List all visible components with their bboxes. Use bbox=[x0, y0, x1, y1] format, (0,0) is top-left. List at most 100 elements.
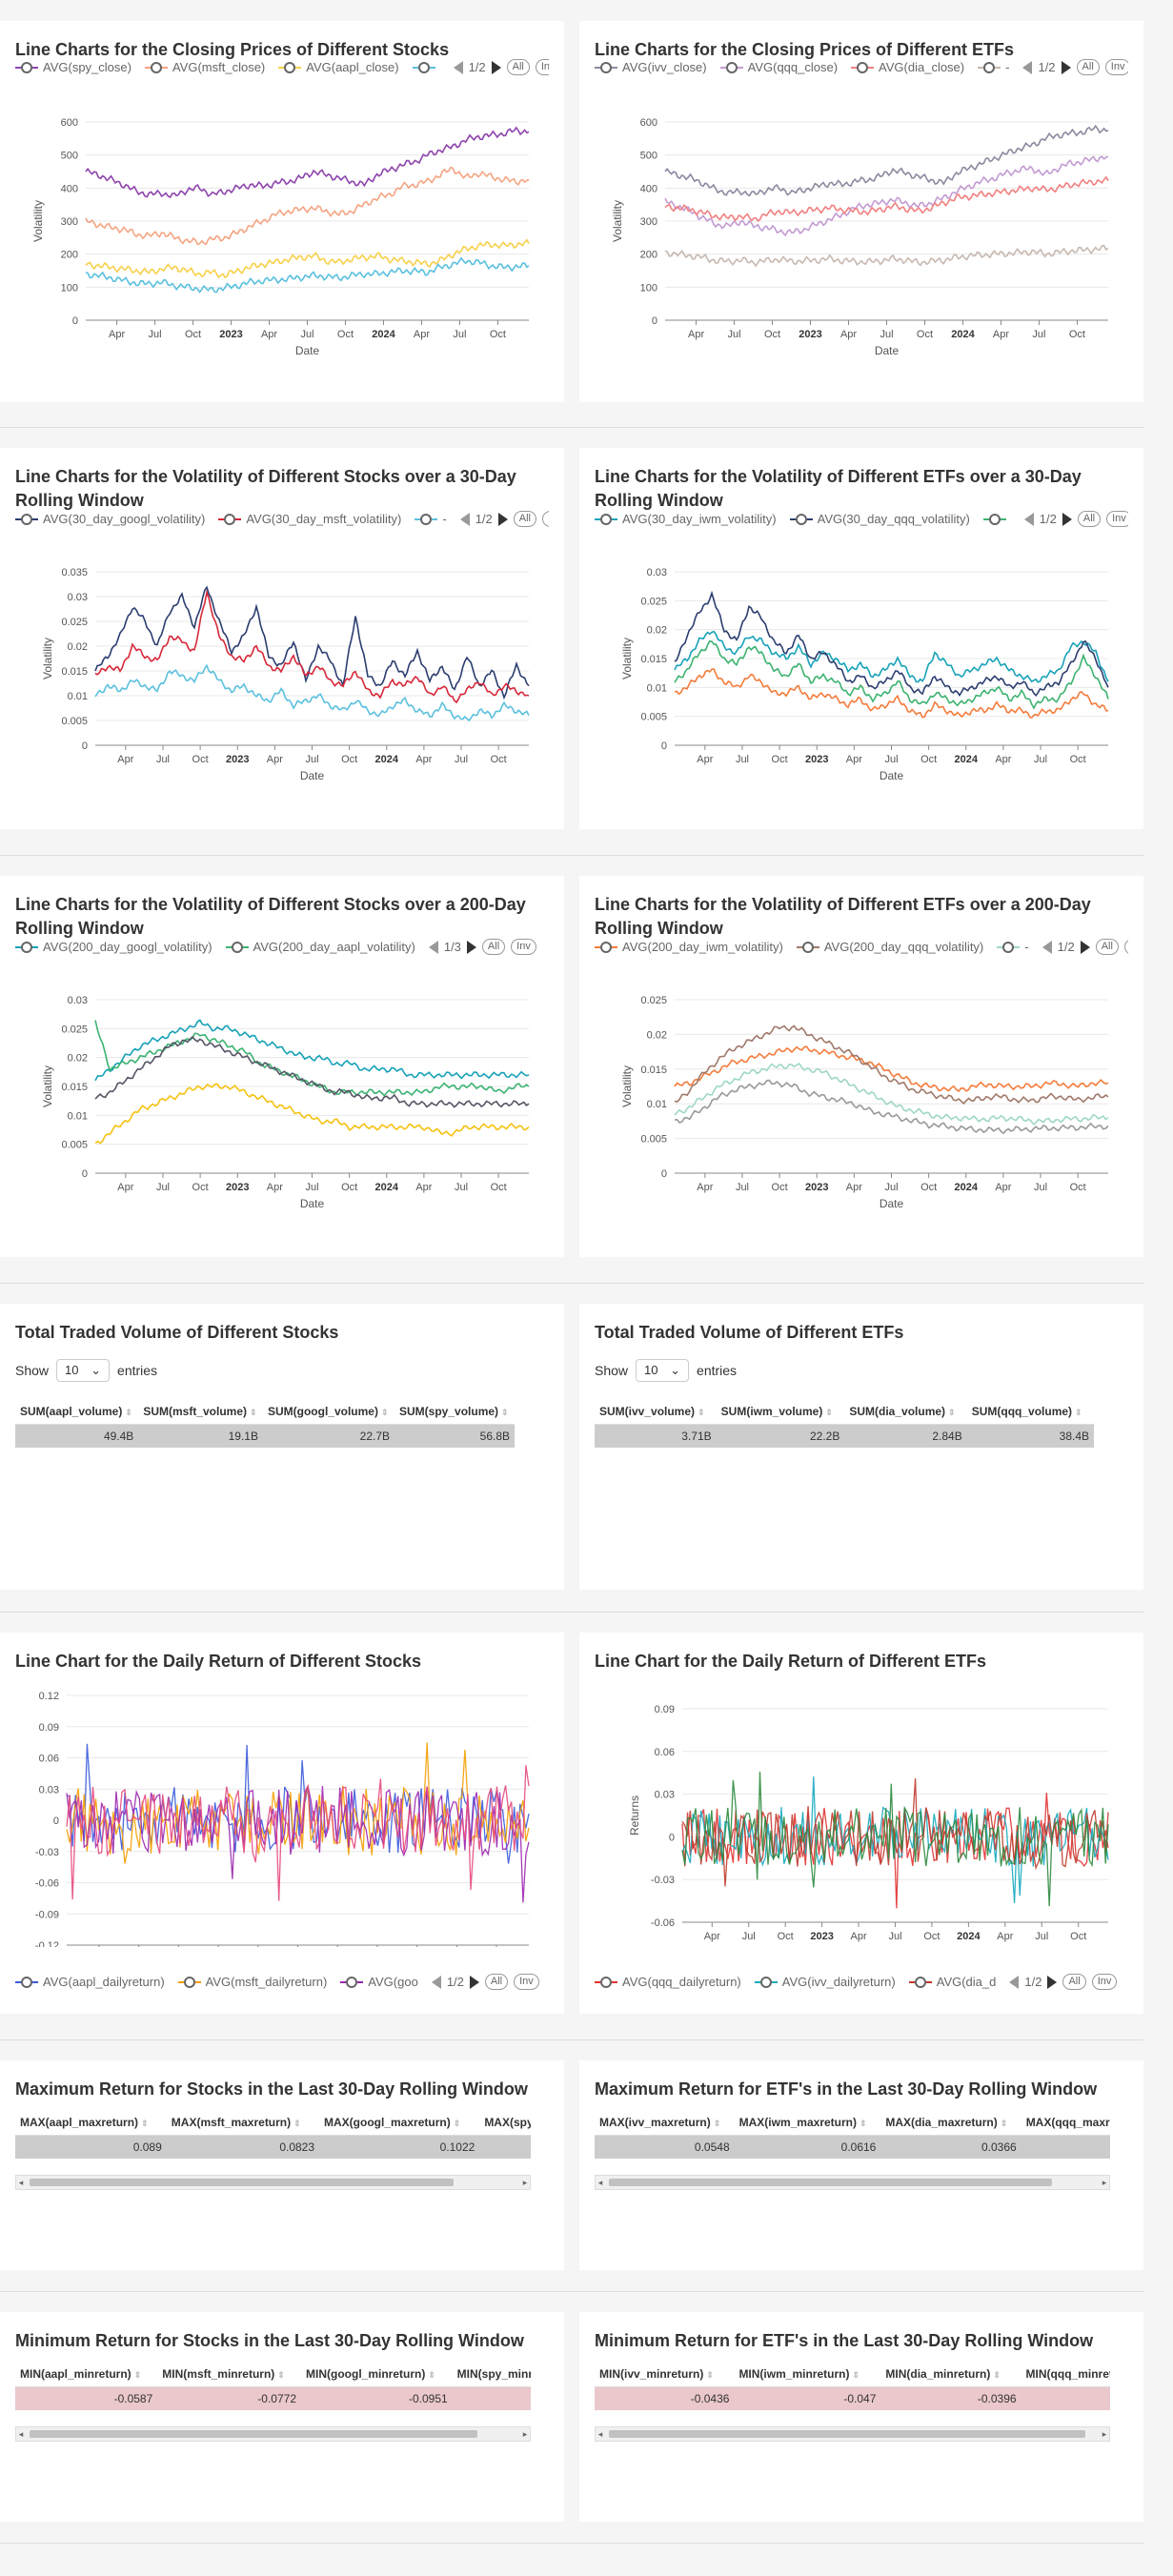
scrollbar-thumb[interactable] bbox=[609, 2179, 1052, 2186]
horizontal-scrollbar[interactable]: ◂ ▸ bbox=[595, 2175, 1110, 2190]
scrollbar-thumb[interactable] bbox=[30, 2179, 454, 2186]
page-size-select[interactable]: 10 ⌄ bbox=[636, 1359, 690, 1382]
invert-selection-button[interactable]: Inv bbox=[514, 1974, 539, 1991]
legend-item[interactable]: AVG(aapl_dailyreturn) bbox=[15, 1975, 165, 1989]
column-header[interactable]: SUM(dia_volume) ⇕ bbox=[844, 1399, 967, 1425]
column-header[interactable]: MAX(spy_max⇕ bbox=[479, 2110, 531, 2136]
legend-item[interactable]: AVG(dia_close) bbox=[851, 60, 964, 74]
column-header[interactable]: MAX(msft_maxreturn) ⇕ bbox=[166, 2110, 320, 2136]
legend-item[interactable]: - bbox=[997, 940, 1029, 954]
next-page-icon[interactable] bbox=[1047, 1975, 1058, 1989]
legend-item[interactable]: AVG(30_day_iwm_volatility) bbox=[595, 512, 777, 526]
scroll-left-icon[interactable]: ◂ bbox=[597, 2178, 603, 2187]
column-header[interactable]: SUM(spy_volume) ⇕ bbox=[394, 1399, 515, 1425]
column-header[interactable]: SUM(googl_volume) ⇕ bbox=[262, 1399, 395, 1425]
prev-page-icon[interactable] bbox=[459, 512, 470, 526]
prev-page-icon[interactable] bbox=[428, 940, 438, 954]
column-header[interactable]: SUM(ivv_volume) ⇕ bbox=[595, 1399, 717, 1425]
legend-item[interactable]: - bbox=[978, 60, 1009, 74]
select-all-button[interactable]: All bbox=[513, 511, 537, 528]
legend-item[interactable]: AVG(30_day_googl_volatility) bbox=[15, 512, 205, 526]
scroll-left-icon[interactable]: ◂ bbox=[18, 2429, 24, 2439]
column-header[interactable]: MIN(googl_minreturn) ⇕ bbox=[301, 2362, 453, 2387]
legend-item[interactable]: AVG(30_day_msft_volatility) bbox=[218, 512, 401, 526]
scroll-left-icon[interactable]: ◂ bbox=[18, 2178, 24, 2187]
scroll-left-icon[interactable]: ◂ bbox=[597, 2429, 603, 2439]
next-page-icon[interactable] bbox=[491, 60, 501, 74]
legend-item[interactable]: AVG(spy_close) bbox=[15, 60, 131, 74]
invert-selection-button[interactable]: Inv bbox=[535, 59, 549, 76]
horizontal-scrollbar[interactable]: ◂ ▸ bbox=[15, 2426, 531, 2442]
column-header[interactable]: MIN(aapl_minreturn) ⇕ bbox=[15, 2362, 158, 2387]
invert-selection-button[interactable]: Inv bbox=[1091, 1974, 1118, 1991]
prev-page-icon[interactable] bbox=[1009, 1975, 1020, 1989]
select-all-button[interactable]: All bbox=[481, 939, 506, 956]
column-header[interactable]: MAX(googl_maxreturn) ⇕ bbox=[319, 2110, 480, 2136]
column-header[interactable]: MAX(aapl_maxreturn) ⇕ bbox=[15, 2110, 167, 2136]
legend-item[interactable]: AVG(goo bbox=[340, 1975, 418, 1989]
legend-item[interactable] bbox=[412, 61, 440, 73]
prev-page-icon[interactable] bbox=[1042, 940, 1052, 954]
column-header[interactable]: MIN(qqq_minreturn)⇕ bbox=[1021, 2362, 1110, 2387]
invert-selection-button[interactable]: Inv bbox=[1106, 511, 1128, 528]
legend-item[interactable]: AVG(30_day_qqq_volatility) bbox=[789, 512, 970, 526]
scroll-right-icon[interactable]: ▸ bbox=[522, 2178, 528, 2187]
horizontal-scrollbar[interactable]: ◂ ▸ bbox=[595, 2426, 1110, 2442]
scroll-right-icon[interactable]: ▸ bbox=[1102, 2178, 1107, 2187]
scroll-right-icon[interactable]: ▸ bbox=[1102, 2429, 1107, 2439]
legend-item[interactable]: AVG(200_day_googl_volatility) bbox=[15, 940, 212, 954]
next-page-icon[interactable] bbox=[497, 512, 508, 526]
chart-card: Line Charts for the Volatility of Differ… bbox=[0, 876, 564, 1257]
next-page-icon[interactable] bbox=[466, 940, 476, 954]
prev-page-icon[interactable] bbox=[1022, 60, 1033, 74]
column-header[interactable]: SUM(iwm_volume) ⇕ bbox=[716, 1399, 845, 1425]
next-page-icon[interactable] bbox=[1062, 512, 1072, 526]
select-all-button[interactable]: All bbox=[1076, 59, 1100, 76]
series-line bbox=[66, 1743, 530, 1864]
scrollbar-thumb[interactable] bbox=[30, 2430, 477, 2438]
legend-item[interactable]: AVG(200_day_qqq_volatility) bbox=[796, 940, 983, 954]
horizontal-scrollbar[interactable]: ◂ ▸ bbox=[15, 2175, 531, 2190]
column-header[interactable]: MIN(iwm_minreturn) ⇕ bbox=[734, 2362, 881, 2387]
legend-item[interactable]: AVG(qqq_dailyreturn) bbox=[595, 1975, 741, 1989]
legend-item[interactable]: AVG(qqq_close) bbox=[719, 60, 838, 74]
prev-page-icon[interactable] bbox=[1023, 512, 1034, 526]
column-header[interactable]: MAX(dia_maxreturn) ⇕ bbox=[880, 2110, 1021, 2136]
legend-item[interactable]: AVG(aapl_close) bbox=[278, 60, 399, 74]
legend-item[interactable]: - bbox=[415, 512, 447, 526]
next-page-icon[interactable] bbox=[1061, 60, 1071, 74]
column-header[interactable]: MIN(msft_minreturn) ⇕ bbox=[157, 2362, 301, 2387]
legend-item[interactable]: AVG(200_day_aapl_volatility) bbox=[225, 940, 415, 954]
select-all-button[interactable]: All bbox=[1095, 939, 1119, 956]
column-header[interactable]: MIN(ivv_minreturn) ⇕ bbox=[595, 2362, 735, 2387]
invert-selection-button[interactable]: Inv bbox=[511, 939, 536, 956]
scroll-right-icon[interactable]: ▸ bbox=[522, 2429, 528, 2439]
select-all-button[interactable]: All bbox=[484, 1974, 509, 1991]
invert-selection-button[interactable]: Inv bbox=[1104, 59, 1128, 76]
column-header[interactable]: MIN(spy_minreturn⇕ bbox=[452, 2362, 531, 2387]
prev-page-icon[interactable] bbox=[431, 1975, 441, 1989]
column-header[interactable]: MAX(ivv_maxreturn) ⇕ bbox=[595, 2110, 735, 2136]
prev-page-icon[interactable] bbox=[453, 60, 463, 74]
column-header[interactable]: SUM(aapl_volume) ⇕ bbox=[15, 1399, 139, 1425]
legend-item[interactable] bbox=[982, 513, 1011, 525]
column-header[interactable]: MAX(iwm_maxreturn) ⇕ bbox=[734, 2110, 881, 2136]
column-header[interactable]: SUM(msft_volume) ⇕ bbox=[138, 1399, 263, 1425]
legend-item[interactable]: AVG(msft_close) bbox=[144, 60, 265, 74]
column-header[interactable]: SUM(qqq_volume) ⇕ bbox=[966, 1399, 1094, 1425]
next-page-icon[interactable] bbox=[469, 1975, 479, 1989]
column-header-label: MIN(aapl_minreturn) bbox=[20, 2367, 131, 2381]
next-page-icon[interactable] bbox=[1080, 940, 1090, 954]
legend-item[interactable]: AVG(dia_d bbox=[908, 1975, 996, 1989]
column-header[interactable]: MIN(dia_minreturn) ⇕ bbox=[880, 2362, 1021, 2387]
scrollbar-thumb[interactable] bbox=[609, 2430, 1085, 2438]
page-size-select[interactable]: 10 ⌄ bbox=[56, 1359, 111, 1382]
select-all-button[interactable]: All bbox=[506, 59, 530, 76]
legend-item[interactable]: AVG(200_day_iwm_volatility) bbox=[595, 940, 783, 954]
legend-item[interactable]: AVG(ivv_close) bbox=[595, 60, 707, 74]
column-header[interactable]: MAX(qqq_maxreturn)⇕ bbox=[1021, 2110, 1110, 2136]
legend-item[interactable]: AVG(ivv_dailyreturn) bbox=[754, 1975, 896, 1989]
select-all-button[interactable]: All bbox=[1077, 511, 1102, 528]
select-all-button[interactable]: All bbox=[1062, 1974, 1086, 1991]
legend-item[interactable]: AVG(msft_dailyreturn) bbox=[177, 1975, 327, 1989]
